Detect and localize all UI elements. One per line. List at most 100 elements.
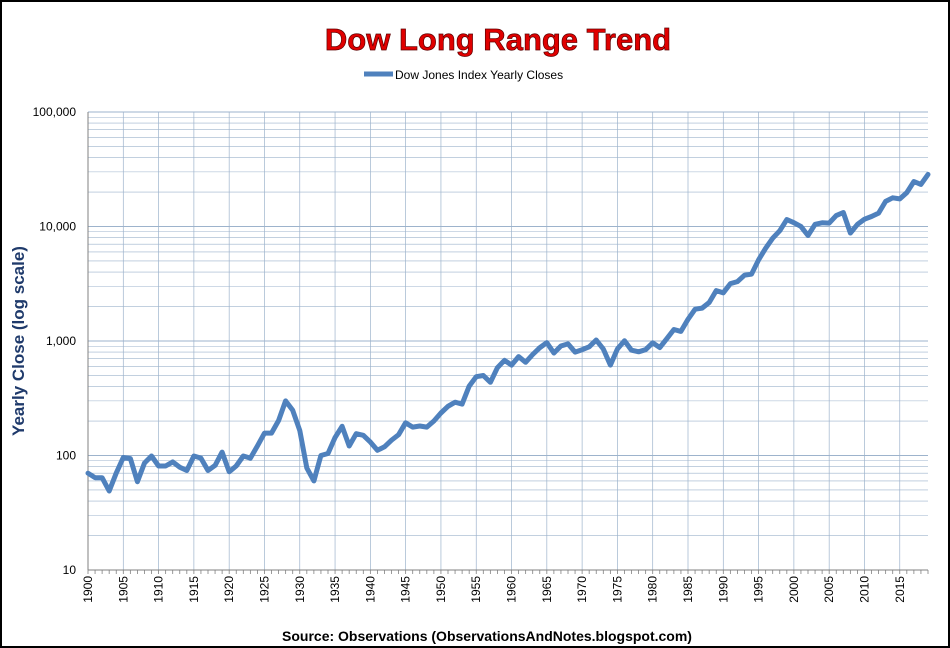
data-point: [827, 221, 831, 225]
data-point: [545, 341, 549, 344]
data-point: [143, 461, 146, 465]
data-point: [905, 191, 909, 194]
data-point: [792, 221, 796, 224]
data-point: [679, 330, 683, 333]
data-point: [658, 346, 661, 349]
data-point: [693, 307, 697, 311]
data-point: [256, 444, 259, 448]
data-point: [863, 218, 866, 221]
x-tick-label: 1980: [646, 576, 660, 603]
data-point: [312, 479, 316, 483]
data-point: [136, 480, 139, 483]
x-tick-label: 1990: [716, 576, 730, 603]
data-point: [192, 454, 196, 458]
data-point: [524, 361, 527, 364]
data-point: [404, 421, 407, 425]
data-point: [686, 318, 690, 321]
data-point: [870, 215, 873, 218]
data-point: [517, 355, 520, 358]
x-tick-label: 1950: [434, 576, 448, 603]
legend: Dow Jones Index Yearly Closes: [364, 68, 563, 82]
data-point: [538, 346, 541, 349]
data-point: [362, 434, 365, 437]
data-point: [700, 306, 704, 310]
data-point: [616, 347, 619, 351]
data-point: [369, 440, 372, 444]
data-point: [912, 180, 916, 183]
x-tick-label: 1930: [293, 576, 307, 603]
x-tick-label: 2010: [857, 576, 871, 603]
data-point: [157, 464, 160, 468]
data-point: [898, 197, 901, 201]
data-point: [587, 345, 591, 348]
data-point: [93, 476, 97, 479]
data-point: [115, 472, 118, 475]
data-point: [750, 272, 753, 276]
data-point: [178, 466, 181, 469]
x-tick-label: 1940: [363, 576, 377, 603]
data-point: [842, 211, 845, 214]
data-point: [467, 384, 471, 388]
data-point: [171, 460, 174, 464]
data-point: [418, 424, 421, 428]
x-tick-label: 1910: [152, 576, 166, 603]
series-layer: [85, 171, 931, 494]
chart-title: Dow Long Range Trend: [325, 22, 671, 57]
data-point: [489, 381, 492, 384]
data-point: [249, 456, 252, 460]
data-point: [164, 464, 167, 468]
data-point: [672, 328, 676, 331]
data-point: [919, 183, 923, 186]
data-point: [185, 469, 189, 472]
y-tick-label: 1,000: [46, 334, 76, 348]
data-point: [715, 289, 718, 292]
data-point: [227, 470, 231, 474]
x-tick-label: 1905: [116, 576, 130, 603]
data-point: [552, 351, 556, 355]
x-tick-label: 1935: [328, 576, 342, 603]
x-tick-label: 1985: [681, 576, 695, 603]
data-point: [651, 341, 654, 345]
data-point: [376, 449, 379, 452]
data-point: [707, 301, 711, 304]
data-point: [326, 452, 330, 455]
data-point: [107, 489, 111, 493]
x-tick-label: 1965: [540, 576, 554, 603]
data-point: [425, 425, 429, 429]
data-point: [277, 419, 280, 422]
data-point: [270, 431, 273, 435]
legend-label: Dow Jones Index Yearly Closes: [395, 68, 563, 82]
x-tick-labels: 1900 1905 1910 1915 1920 1925 1930 1935 1940 1945…: [81, 576, 907, 603]
data-point: [595, 338, 598, 342]
y-axis-label: Yearly Close (log scale): [9, 246, 28, 436]
data-point: [503, 359, 506, 362]
data-point: [355, 432, 358, 435]
data-point: [559, 344, 563, 348]
data-point: [722, 291, 725, 295]
x-tick-label: 1945: [399, 576, 413, 603]
x-tick-label: 1970: [575, 576, 589, 603]
x-tick-label: 2005: [822, 576, 836, 603]
x-tick-label: 1900: [81, 576, 95, 603]
data-point: [397, 433, 400, 436]
data-point: [849, 231, 852, 235]
data-point: [122, 456, 125, 459]
data-point: [926, 173, 930, 176]
data-point: [573, 350, 577, 354]
data-point: [630, 349, 633, 352]
data-point: [199, 456, 203, 460]
data-point: [213, 464, 217, 467]
x-tick-label: 2000: [787, 576, 801, 603]
data-point: [785, 218, 789, 221]
data-point: [623, 339, 626, 342]
x-tick-label: 1995: [752, 576, 766, 603]
data-point: [305, 466, 309, 470]
data-point: [856, 223, 859, 226]
data-point: [757, 258, 760, 262]
data-point: [729, 282, 732, 285]
data-point: [482, 374, 485, 377]
data-point: [263, 431, 266, 435]
data-point: [771, 236, 774, 240]
